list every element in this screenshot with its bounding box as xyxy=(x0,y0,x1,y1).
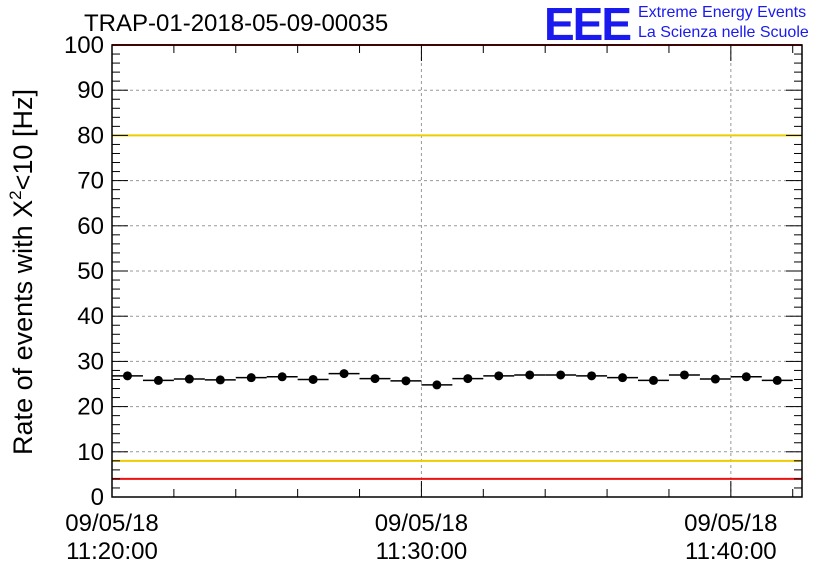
y-tick-label: 50 xyxy=(77,258,104,285)
chart-title: TRAP-01-2018-05-09-00035 xyxy=(84,10,389,37)
x-tick-label-time: 11:30:00 xyxy=(376,538,468,565)
data-point xyxy=(772,375,782,385)
y-tick-label: 60 xyxy=(77,213,104,240)
data-point xyxy=(463,374,473,384)
data-point xyxy=(153,375,163,385)
x-tick-label-time: 11:20:00 xyxy=(66,538,158,565)
data-point xyxy=(741,372,751,382)
data-point xyxy=(246,373,256,383)
data-point xyxy=(339,369,349,379)
data-point xyxy=(494,371,504,381)
data-point xyxy=(308,374,318,384)
data-point xyxy=(122,371,132,381)
y-tick-label: 40 xyxy=(77,303,104,330)
data-point xyxy=(679,370,689,380)
data-point xyxy=(432,380,442,390)
y-axis-label-main: Rate of events with X xyxy=(8,200,38,455)
y-tick-label: 30 xyxy=(77,348,104,375)
x-tick-label-date: 09/05/18 xyxy=(684,510,777,537)
y-tick-label: 100 xyxy=(64,32,104,59)
data-point xyxy=(710,374,720,384)
y-tick-label: 70 xyxy=(77,168,104,195)
data-point xyxy=(370,374,380,384)
x-tick-label-date: 09/05/18 xyxy=(65,510,158,537)
y-axis-label-tail: <10 [Hz] xyxy=(8,89,38,190)
limit-lines xyxy=(112,44,802,480)
data-points xyxy=(112,369,793,390)
eee-logo: EEE xyxy=(544,0,632,50)
y-tick-label: 90 xyxy=(77,77,104,104)
data-point xyxy=(525,370,535,380)
data-point xyxy=(648,375,658,385)
axes: 010203040506070809010009/05/1811:20:0009… xyxy=(64,32,803,565)
logo-line-2: La Scienza nelle Scuole xyxy=(638,24,809,41)
y-axis-label-sup: 2 xyxy=(6,190,25,199)
y-tick-label: 80 xyxy=(77,122,104,149)
data-point xyxy=(184,374,194,384)
y-tick-label: 10 xyxy=(77,439,104,466)
data-point xyxy=(401,376,411,386)
data-point xyxy=(618,373,628,383)
x-tick-label-time: 11:40:00 xyxy=(685,538,777,565)
x-tick-label-date: 09/05/18 xyxy=(375,510,468,537)
y-tick-label: 20 xyxy=(77,394,104,421)
data-point xyxy=(215,375,225,385)
logo-line-1: Extreme Energy Events xyxy=(638,4,807,21)
data-point xyxy=(277,372,287,382)
y-tick-label: 0 xyxy=(91,484,104,511)
data-point xyxy=(587,371,597,381)
y-axis-label: Rate of events with X2<10 [Hz] xyxy=(6,89,38,455)
data-point xyxy=(556,370,566,380)
grid xyxy=(112,45,802,497)
